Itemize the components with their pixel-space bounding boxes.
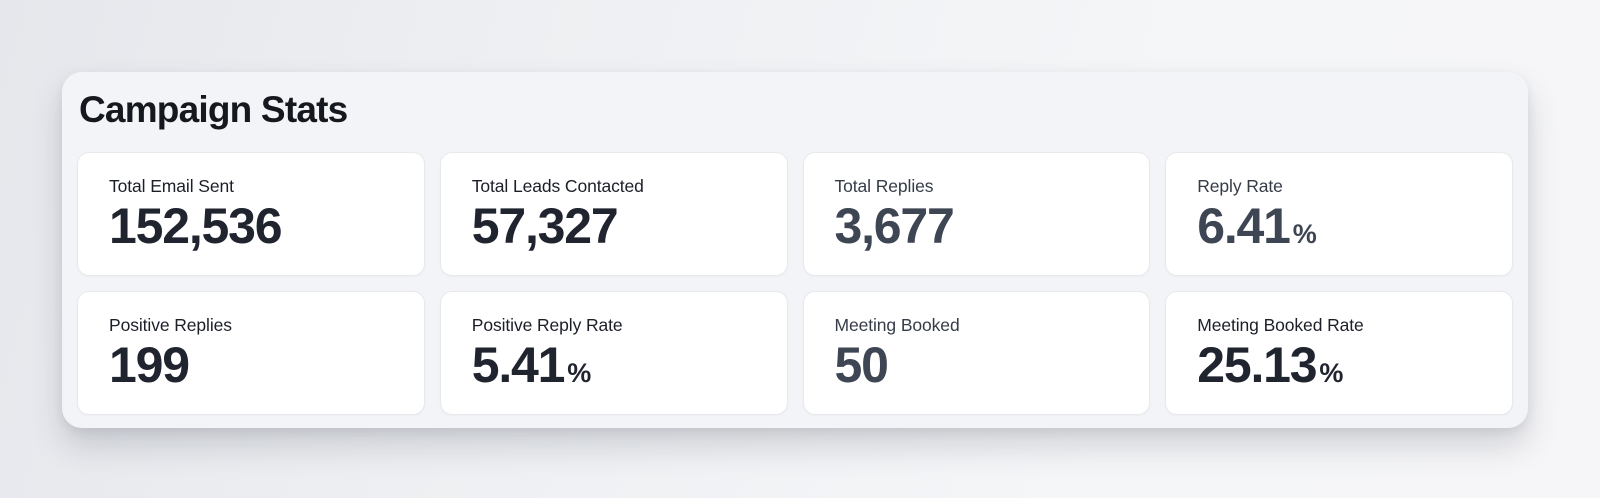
stat-value: 6.41: [1197, 198, 1291, 255]
stat-value: 199: [109, 337, 190, 394]
stat-card: Total Leads Contacted 57,327: [439, 151, 788, 276]
stat-card: Meeting Booked Rate 25.13 %: [1165, 290, 1513, 415]
stat-value: 57,327: [471, 198, 619, 255]
stat-value-line: 6.41 %: [1197, 200, 1482, 252]
stat-value-line: 25.13 %: [1197, 339, 1482, 391]
stat-value-line: 5.41 %: [472, 339, 757, 391]
stat-suffix: %: [567, 358, 591, 389]
stat-label: Total Email Sent: [109, 175, 234, 196]
stat-label: Meeting Booked: [834, 314, 960, 335]
stat-value: 50: [834, 337, 889, 394]
campaign-stats-panel: Campaign Stats Total Email Sent 152,536 …: [62, 72, 1528, 428]
stat-suffix: %: [1292, 219, 1317, 250]
stat-card: Meeting Booked 50: [802, 290, 1151, 415]
stat-value-line: 152,536: [109, 200, 394, 252]
stat-value: 152,536: [109, 198, 283, 255]
stat-value-line: 57,327: [472, 200, 757, 252]
stat-label: Positive Replies: [109, 314, 232, 335]
stat-value-line: 50: [835, 339, 1120, 391]
stat-suffix: %: [1319, 358, 1344, 389]
stat-label: Reply Rate: [1197, 175, 1283, 196]
stat-card: Positive Reply Rate 5.41 %: [439, 290, 788, 415]
stat-card: Total Replies 3,677: [802, 151, 1151, 276]
stat-label: Positive Reply Rate: [471, 314, 623, 335]
stat-value-line: 199: [109, 339, 394, 391]
stat-label: Total Replies: [834, 175, 934, 196]
panel-title: Campaign Stats: [79, 89, 348, 130]
stat-card: Total Email Sent 152,536: [77, 151, 425, 276]
stat-label: Meeting Booked Rate: [1197, 314, 1364, 335]
stat-value: 3,677: [834, 198, 955, 255]
stat-value: 5.41: [471, 337, 566, 394]
stats-grid: Total Email Sent 152,536 Total Leads Con…: [77, 151, 1513, 415]
stat-card: Reply Rate 6.41 %: [1165, 151, 1513, 276]
stat-card: Positive Replies 199: [77, 290, 425, 415]
stat-label: Total Leads Contacted: [471, 175, 644, 196]
stat-value-line: 3,677: [835, 200, 1120, 252]
stat-value: 25.13: [1197, 337, 1317, 394]
